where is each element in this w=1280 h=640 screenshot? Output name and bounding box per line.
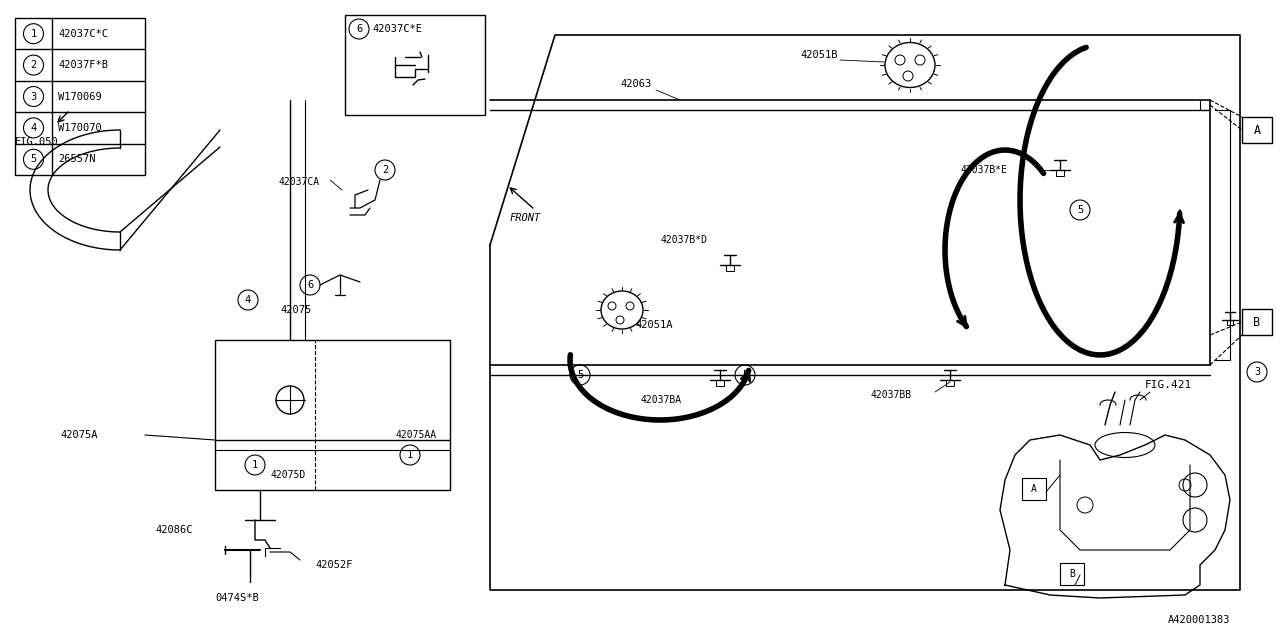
Text: W170069: W170069 xyxy=(58,92,101,102)
Text: FIG.421: FIG.421 xyxy=(1146,380,1192,390)
Bar xyxy=(1056,170,1064,176)
Bar xyxy=(1242,309,1272,335)
Text: A: A xyxy=(1032,484,1037,494)
Text: 26557N: 26557N xyxy=(58,154,96,164)
Text: 2: 2 xyxy=(31,60,37,70)
Text: 42075AA: 42075AA xyxy=(396,430,436,440)
Text: 5: 5 xyxy=(31,154,37,164)
Text: 42037F*B: 42037F*B xyxy=(58,60,108,70)
Text: 42075D: 42075D xyxy=(270,470,305,480)
Text: 42086C: 42086C xyxy=(155,525,192,535)
Text: 4: 4 xyxy=(244,295,251,305)
Bar xyxy=(15,18,145,175)
Text: 1: 1 xyxy=(407,450,413,460)
Bar xyxy=(346,15,485,115)
Text: 42037C*C: 42037C*C xyxy=(58,29,108,38)
Text: 5: 5 xyxy=(577,370,584,380)
Text: 42037CA: 42037CA xyxy=(278,177,319,187)
Text: 42051B: 42051B xyxy=(800,50,837,60)
Text: 2: 2 xyxy=(381,165,388,175)
Text: B: B xyxy=(1069,569,1075,579)
Text: A: A xyxy=(1253,124,1261,136)
Text: 42037C*E: 42037C*E xyxy=(372,24,422,34)
Bar xyxy=(1226,320,1233,325)
Text: 42052F: 42052F xyxy=(315,560,352,570)
Text: 42037B*E: 42037B*E xyxy=(960,165,1007,175)
Bar xyxy=(1242,117,1272,143)
Text: 42063: 42063 xyxy=(620,79,652,89)
Text: 1: 1 xyxy=(252,460,259,470)
Bar xyxy=(1060,563,1084,585)
Bar xyxy=(716,380,724,386)
Bar xyxy=(946,380,954,386)
Bar xyxy=(726,265,733,271)
Text: 0474S*B: 0474S*B xyxy=(215,593,259,603)
Text: 4: 4 xyxy=(31,123,37,133)
Text: 5: 5 xyxy=(742,370,748,380)
Text: 42037BB: 42037BB xyxy=(870,390,911,400)
Text: B: B xyxy=(1253,316,1261,328)
Text: A420001383: A420001383 xyxy=(1167,615,1230,625)
Text: 42075A: 42075A xyxy=(60,430,97,440)
Text: 5: 5 xyxy=(1076,205,1083,215)
Text: W170070: W170070 xyxy=(58,123,101,133)
Text: 42037BA: 42037BA xyxy=(640,395,681,405)
Text: 6: 6 xyxy=(307,280,314,290)
Bar xyxy=(215,340,451,490)
Text: 3: 3 xyxy=(31,92,37,102)
Text: FIG.050: FIG.050 xyxy=(15,137,59,147)
Bar xyxy=(1021,478,1046,500)
Text: 42075: 42075 xyxy=(280,305,311,315)
Text: 6: 6 xyxy=(356,24,362,34)
Text: 1: 1 xyxy=(31,29,37,38)
Text: 3: 3 xyxy=(1254,367,1260,377)
Text: FRONT: FRONT xyxy=(509,213,541,223)
Text: 42037B*D: 42037B*D xyxy=(660,235,707,245)
Text: 42051A: 42051A xyxy=(635,320,672,330)
